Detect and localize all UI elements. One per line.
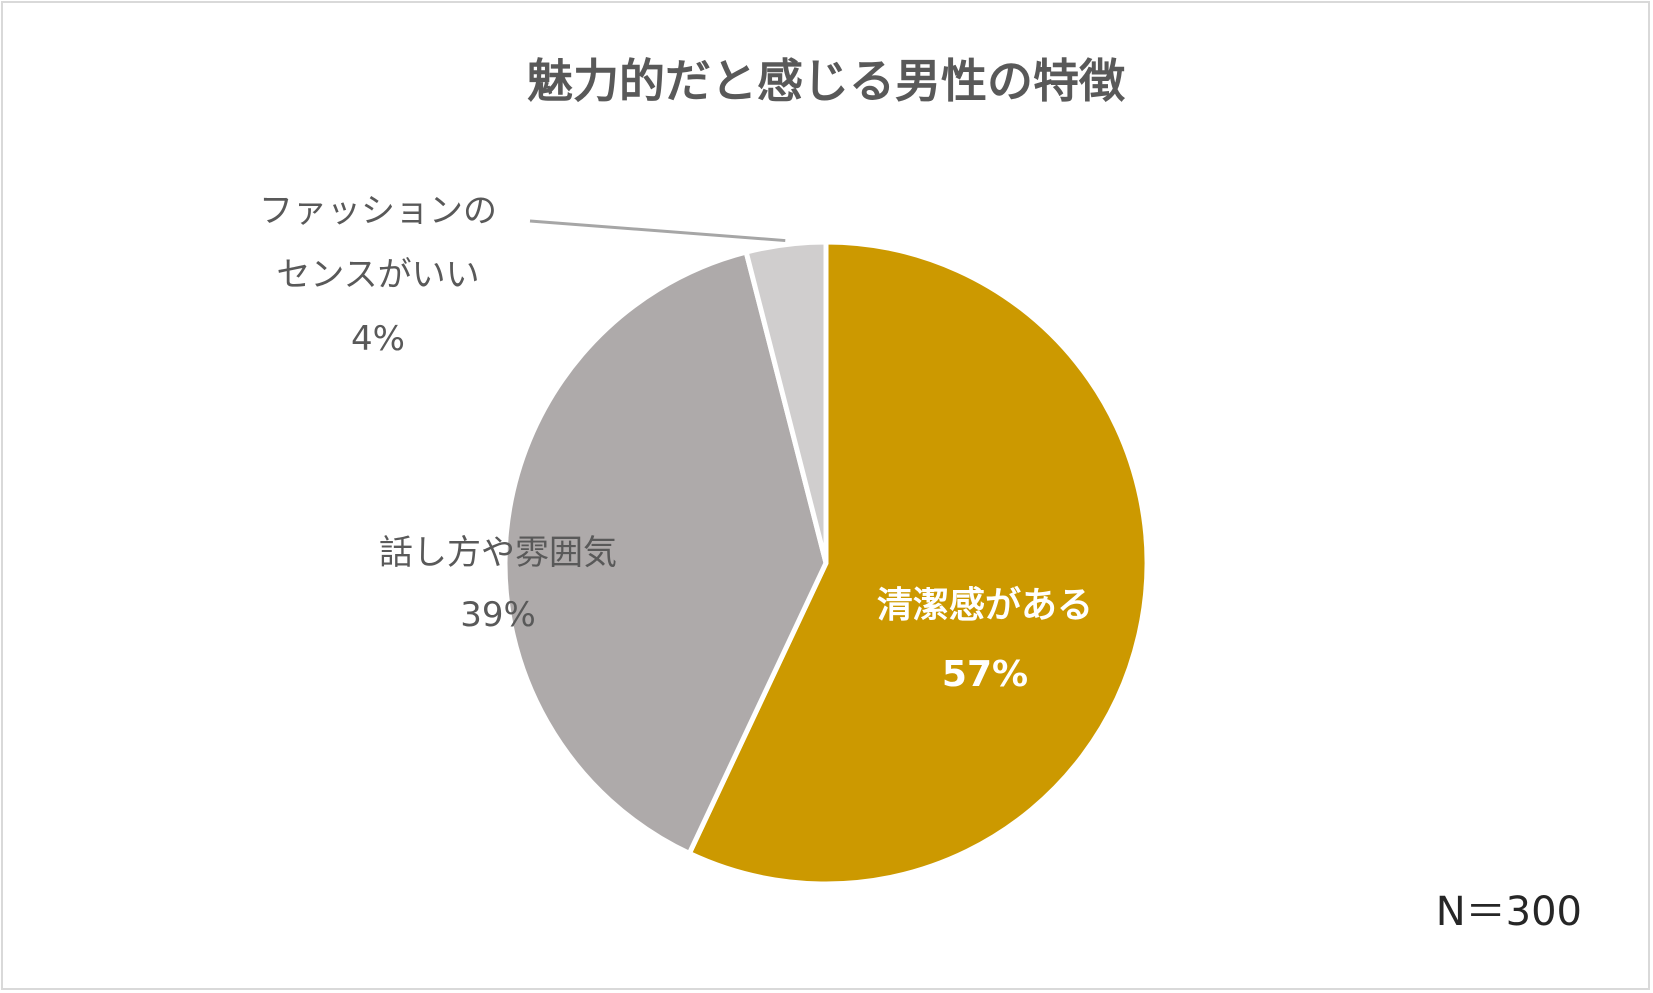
slice-label-cleanliness: 清潔感がある	[877, 585, 1093, 626]
sample-size-note: N＝300	[1436, 889, 1582, 935]
pie-slice-cleanliness	[686, 239, 1150, 887]
slice-value-manner: 39%	[460, 595, 536, 635]
pie-slice-fashion	[743, 239, 829, 566]
pie-slices	[502, 239, 1150, 887]
slice-label-fashion-line1: ファッションの	[259, 191, 497, 231]
slice-label-fashion-line2: センスがいい	[276, 255, 479, 295]
slice-label-manner: 話し方や雰囲気	[379, 533, 617, 573]
chart-title: 魅力的だと感じる男性の特徴	[527, 54, 1126, 108]
slice-value-cleanliness: 57%	[942, 654, 1028, 695]
slice-value-fashion: 4%	[351, 319, 405, 359]
pie-slice-manner	[502, 249, 829, 856]
leader-line-fashion	[529, 219, 786, 243]
